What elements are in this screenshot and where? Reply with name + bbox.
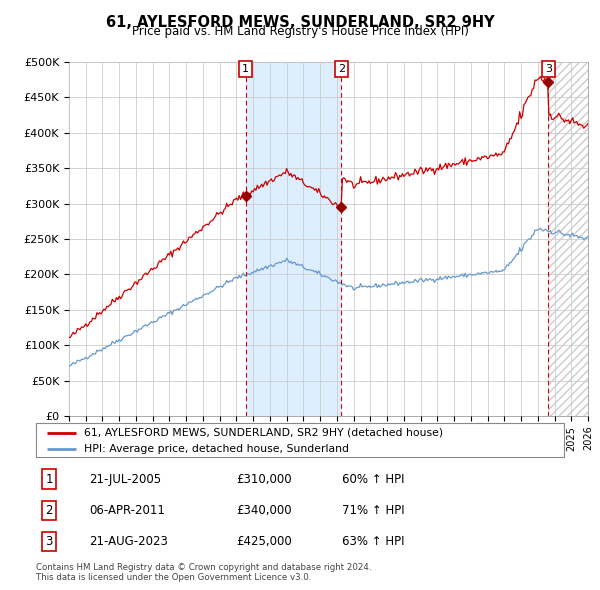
Text: 1: 1 xyxy=(46,473,53,486)
Text: 2: 2 xyxy=(338,64,345,74)
Bar xyxy=(245,62,341,416)
Text: 3: 3 xyxy=(545,64,552,74)
Text: HPI: Average price, detached house, Sunderland: HPI: Average price, detached house, Sund… xyxy=(83,444,349,454)
Text: 63% ↑ HPI: 63% ↑ HPI xyxy=(342,535,405,548)
Text: £425,000: £425,000 xyxy=(236,535,292,548)
Text: 61, AYLESFORD MEWS, SUNDERLAND, SR2 9HY (detached house): 61, AYLESFORD MEWS, SUNDERLAND, SR2 9HY … xyxy=(83,428,443,438)
Text: Contains HM Land Registry data © Crown copyright and database right 2024.: Contains HM Land Registry data © Crown c… xyxy=(36,563,371,572)
Text: 3: 3 xyxy=(46,535,53,548)
Text: 21-AUG-2023: 21-AUG-2023 xyxy=(89,535,167,548)
Text: 2: 2 xyxy=(46,504,53,517)
Text: 61, AYLESFORD MEWS, SUNDERLAND, SR2 9HY: 61, AYLESFORD MEWS, SUNDERLAND, SR2 9HY xyxy=(106,15,494,30)
Text: 71% ↑ HPI: 71% ↑ HPI xyxy=(342,504,405,517)
Text: 06-APR-2011: 06-APR-2011 xyxy=(89,504,164,517)
Text: £310,000: £310,000 xyxy=(236,473,292,486)
Text: Price paid vs. HM Land Registry's House Price Index (HPI): Price paid vs. HM Land Registry's House … xyxy=(131,25,469,38)
Text: 60% ↑ HPI: 60% ↑ HPI xyxy=(342,473,405,486)
Text: 21-JUL-2005: 21-JUL-2005 xyxy=(89,473,161,486)
Text: 1: 1 xyxy=(242,64,249,74)
Text: This data is licensed under the Open Government Licence v3.0.: This data is licensed under the Open Gov… xyxy=(36,573,311,582)
Text: £340,000: £340,000 xyxy=(236,504,292,517)
FancyBboxPatch shape xyxy=(36,423,564,457)
Bar xyxy=(548,62,588,416)
